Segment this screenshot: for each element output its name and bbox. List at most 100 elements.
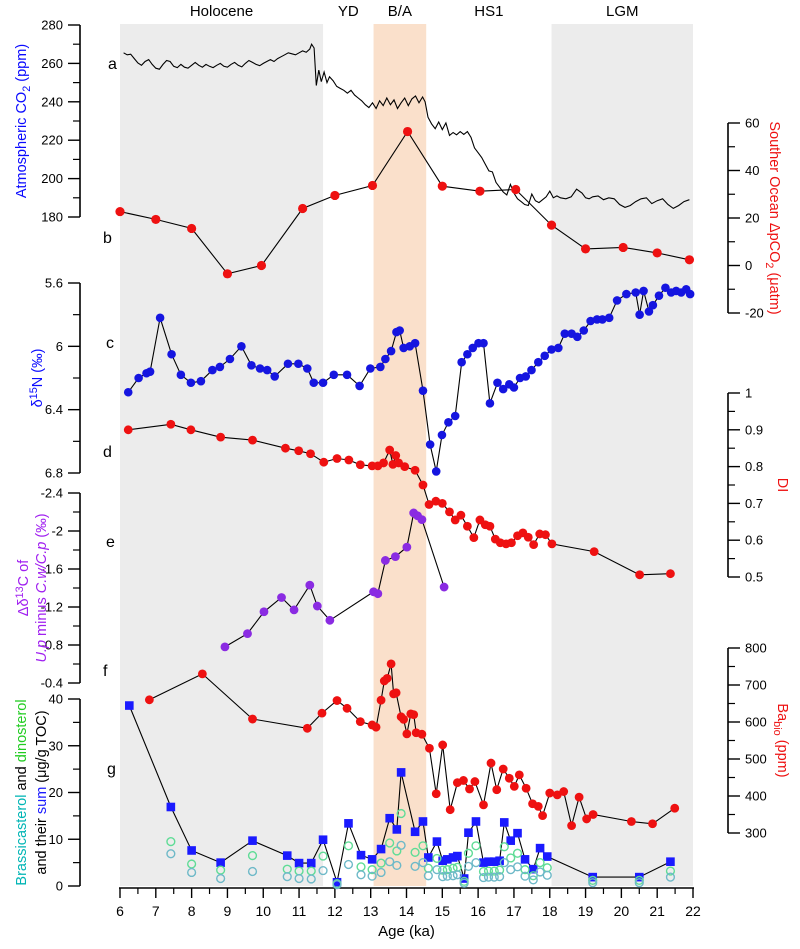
data-point-sterol-sum bbox=[471, 817, 481, 826]
data-point-d15n bbox=[654, 291, 664, 300]
data-point-brassicasterol bbox=[535, 867, 545, 877]
data-point-ba-bio bbox=[670, 803, 680, 813]
data-point-di bbox=[507, 538, 516, 548]
data-point-sterol-sum bbox=[542, 852, 552, 861]
series-dd13c-up-minus-cwcp bbox=[220, 508, 449, 652]
data-point-brassicasterol bbox=[318, 865, 328, 876]
data-point-d15n bbox=[573, 332, 582, 342]
x-tick-label: 8 bbox=[188, 903, 196, 919]
series-atmospheric-co2 bbox=[123, 42, 690, 210]
data-point-brassicasterol bbox=[356, 870, 366, 880]
data-point-southern-ocean-dpco2 bbox=[298, 203, 308, 214]
data-point-di bbox=[319, 457, 329, 467]
y-tick-label-b: 60 bbox=[745, 116, 759, 131]
data-point-brassicasterol bbox=[665, 872, 676, 882]
data-point-brassicasterol bbox=[432, 865, 442, 875]
data-point-ba-bio bbox=[355, 717, 365, 727]
data-point-ba-bio bbox=[574, 792, 584, 802]
data-point-di bbox=[355, 460, 365, 470]
data-point-ba-bio bbox=[302, 723, 312, 733]
data-point-dd13c-up-minus-cwcp bbox=[402, 542, 412, 552]
panel-b: -20 0 20 40 60 Souther Ocean ΔpCO2 (μatm) b bbox=[103, 116, 782, 321]
data-point-d15n bbox=[342, 370, 352, 380]
data-point-dd13c-up-minus-cwcp bbox=[259, 607, 269, 617]
series-brassicasterol bbox=[166, 840, 676, 890]
axis-title-e-line1: Δδ13C of bbox=[14, 559, 32, 616]
data-point-dinosterol bbox=[495, 865, 505, 875]
data-point-ba-bio bbox=[509, 781, 519, 791]
data-point-ba-bio bbox=[538, 811, 547, 821]
axis-title-g-line1: Brassicasterol and dinosterol bbox=[14, 699, 30, 885]
data-point-brassicasterol bbox=[418, 858, 428, 868]
y-tick-label-f: 800 bbox=[745, 641, 767, 656]
y-tick-label-d: 0.8 bbox=[745, 459, 763, 474]
data-point-dinosterol bbox=[665, 866, 676, 876]
data-point-d15n bbox=[457, 357, 466, 367]
data-point-dinosterol bbox=[489, 866, 499, 876]
x-tick-label: 20 bbox=[614, 903, 630, 919]
data-point-dinosterol bbox=[410, 847, 420, 857]
data-point-brassicasterol bbox=[448, 871, 458, 881]
data-point-ba-bio bbox=[445, 805, 455, 815]
data-point-brassicasterol bbox=[423, 871, 433, 881]
data-point-di bbox=[385, 445, 395, 455]
y-tick-label-g: 40 bbox=[49, 692, 63, 707]
data-point-sterol-sum bbox=[344, 819, 353, 828]
data-point-dinosterol bbox=[318, 851, 328, 861]
data-point-dinosterol bbox=[471, 841, 481, 851]
data-point-sterol-sum bbox=[484, 857, 493, 866]
y-tick-label-b: 0 bbox=[745, 258, 752, 273]
data-point-d15n bbox=[186, 378, 196, 388]
data-point-sterol-sum bbox=[479, 858, 488, 867]
data-point-dinosterol bbox=[432, 853, 442, 864]
data-point-sterol-sum bbox=[385, 813, 394, 823]
data-point-brassicasterol bbox=[367, 871, 377, 881]
x-tick-label: 10 bbox=[255, 903, 271, 919]
data-point-brassicasterol bbox=[520, 871, 530, 881]
y-tick-label-g: 20 bbox=[49, 785, 63, 800]
x-tick-label: 12 bbox=[327, 903, 343, 919]
data-point-sterol-sum bbox=[332, 877, 342, 887]
panel-c: 5.6 6 6.4 6.8 δ15N (‰) c bbox=[28, 276, 114, 481]
y-tick-label-c: 6.8 bbox=[45, 466, 63, 481]
data-point-d15n bbox=[208, 365, 217, 375]
data-point-di bbox=[547, 539, 557, 549]
data-point-ba-bio bbox=[376, 695, 386, 705]
y-tick-label-c: 6 bbox=[56, 339, 63, 354]
data-point-sterol-sum bbox=[489, 857, 499, 866]
data-point-dinosterol bbox=[418, 841, 428, 851]
data-point-d15n bbox=[560, 329, 570, 338]
data-point-d15n bbox=[635, 310, 644, 319]
data-point-ba-bio bbox=[498, 764, 508, 774]
data-point-brassicasterol bbox=[343, 859, 354, 870]
y-tick-label-d: 0.5 bbox=[745, 570, 763, 585]
data-point-ba-bio bbox=[533, 801, 543, 811]
data-point-dinosterol bbox=[166, 836, 176, 847]
data-point-southern-ocean-dpco2 bbox=[330, 190, 340, 201]
x-tick-label: 11 bbox=[292, 903, 307, 919]
data-point-d15n bbox=[381, 354, 390, 364]
data-point-d15n bbox=[309, 378, 319, 388]
data-point-sterol-sum bbox=[459, 874, 469, 883]
data-point-brassicasterol bbox=[588, 878, 598, 888]
data-point-sterol-sum bbox=[367, 855, 377, 864]
data-point-sterol-sum bbox=[376, 844, 386, 854]
data-point-dd13c-up-minus-cwcp bbox=[289, 605, 299, 615]
data-point-brassicasterol bbox=[542, 870, 552, 880]
data-point-d15n bbox=[318, 378, 328, 388]
data-point-d15n bbox=[425, 440, 435, 449]
data-point-d15n bbox=[431, 467, 441, 476]
panel-f: 300 400 500 600 700 800 Babio (ppm) f bbox=[103, 641, 790, 841]
data-point-d15n bbox=[631, 288, 640, 297]
data-point-d15n bbox=[509, 383, 519, 392]
data-point-d15n bbox=[145, 367, 155, 376]
data-point-southern-ocean-dpco2 bbox=[652, 248, 662, 258]
data-point-d15n bbox=[418, 386, 428, 395]
data-point-d15n bbox=[554, 343, 563, 353]
data-point-d15n bbox=[644, 307, 654, 316]
y-tick-label-a: 280 bbox=[41, 18, 63, 33]
data-point-d15n bbox=[586, 316, 595, 326]
data-point-di bbox=[379, 458, 388, 468]
data-point-d15n bbox=[437, 430, 447, 440]
